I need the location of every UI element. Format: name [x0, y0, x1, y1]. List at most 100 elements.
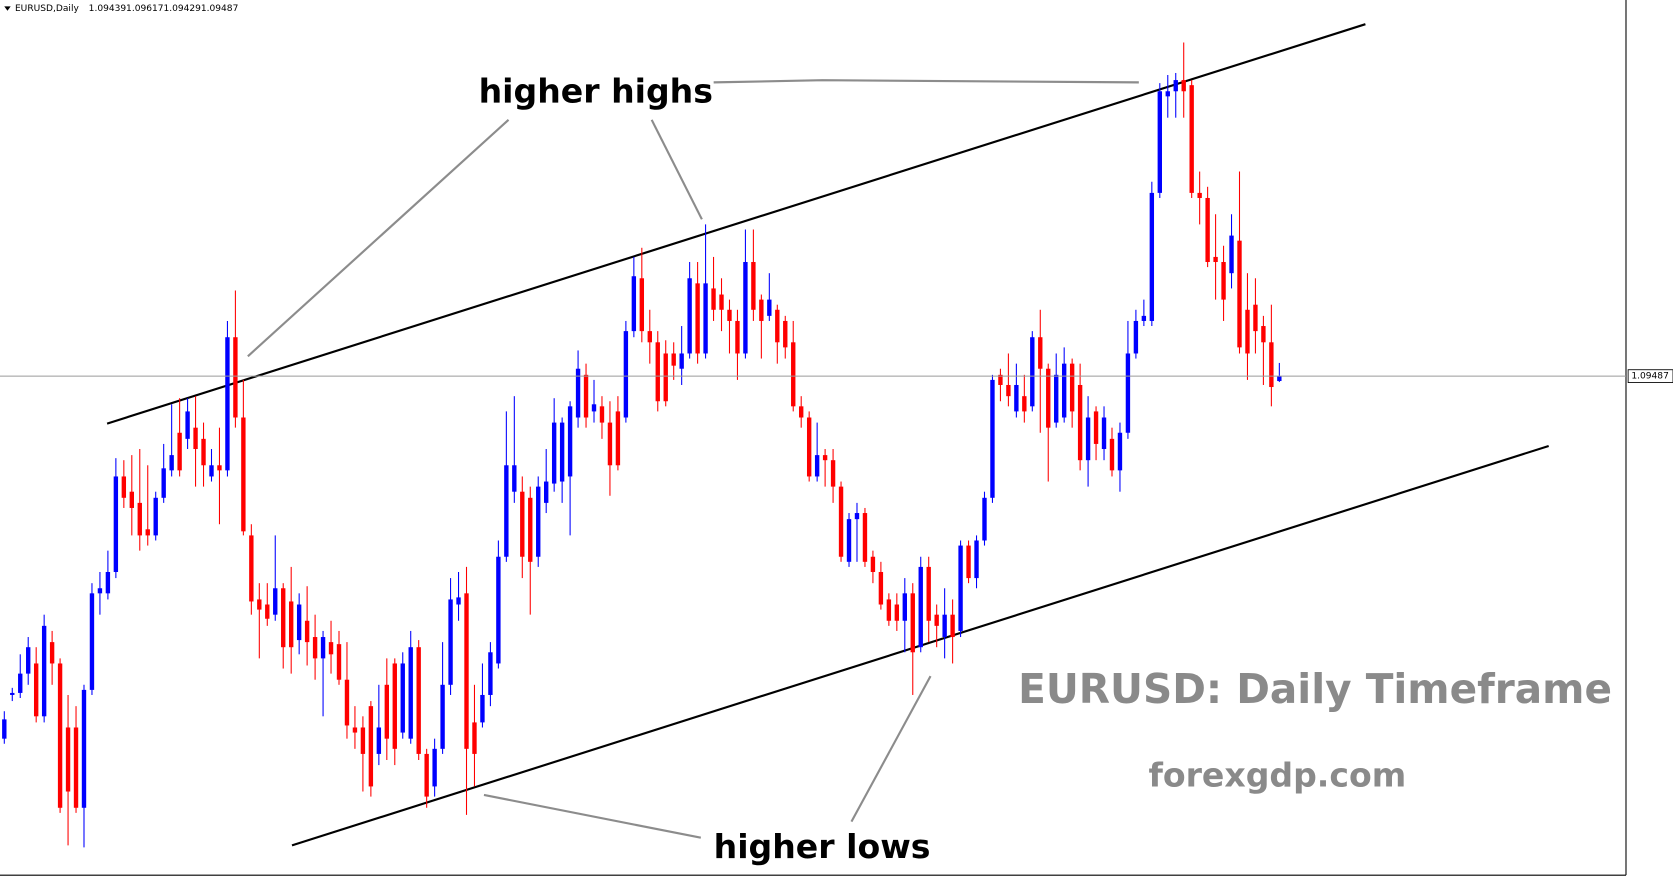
candle-body — [878, 571, 884, 605]
candle-body — [814, 455, 820, 477]
candle-body — [137, 502, 142, 536]
candle-body — [528, 497, 533, 562]
candle-body — [448, 599, 453, 685]
candle-body — [1245, 309, 1250, 354]
candle-body — [1133, 320, 1139, 354]
candle-body — [193, 427, 198, 450]
candle-body — [934, 614, 939, 626]
candle-body — [225, 337, 230, 471]
candle-body — [320, 637, 326, 659]
candle-body — [1030, 337, 1035, 407]
candle-body — [639, 278, 645, 332]
candle-body — [894, 604, 900, 621]
candle-body — [695, 283, 700, 354]
candle-body — [679, 353, 684, 369]
candle-body — [1046, 368, 1051, 428]
candle-body — [1261, 326, 1266, 343]
candle-body — [910, 593, 915, 653]
candle-body — [512, 465, 517, 492]
candle-body — [647, 331, 652, 343]
candle-body — [822, 455, 828, 461]
price-layer: 1.09487 — [0, 369, 1673, 383]
candle-body — [711, 288, 716, 310]
pointer-line — [247, 119, 510, 358]
candle-body — [273, 588, 278, 615]
pointer-line — [483, 793, 702, 839]
candle-body — [169, 455, 174, 471]
candle-body — [567, 406, 573, 477]
candle-body — [1149, 192, 1155, 321]
candle-body — [97, 588, 103, 594]
pointer-line — [850, 675, 932, 823]
candle-body — [1061, 363, 1067, 418]
candle-body — [799, 406, 804, 418]
candle-body — [432, 748, 437, 787]
candle-body — [1189, 85, 1194, 193]
candle-body — [1269, 342, 1274, 388]
candle-body — [1237, 240, 1242, 348]
candle-body — [1221, 262, 1226, 300]
candle-body — [846, 519, 852, 562]
header-low: 1.09429 — [163, 4, 201, 14]
candle-body — [958, 545, 963, 631]
candle-body — [41, 625, 47, 717]
annotation-higher-lows: higher lows — [714, 827, 931, 866]
candle-body — [751, 262, 756, 310]
candle-body — [121, 476, 127, 498]
candle-body — [544, 481, 549, 503]
candle-body — [1077, 384, 1083, 461]
candle-body — [304, 620, 310, 643]
candle-body — [129, 491, 134, 508]
candle-body — [783, 320, 788, 348]
candle-body — [1085, 417, 1091, 461]
candle-body — [974, 540, 979, 579]
candle-body — [360, 727, 366, 754]
header-high: 1.09617 — [126, 4, 164, 14]
candle-body — [623, 331, 629, 418]
candle-body — [1165, 91, 1170, 97]
candle-body — [177, 432, 182, 471]
candle-body — [703, 283, 708, 354]
candle-body — [775, 309, 780, 343]
candle-body — [368, 706, 374, 787]
candle-body — [1229, 235, 1234, 274]
candle-body — [488, 652, 493, 695]
candle-body — [1205, 197, 1210, 263]
candle-body — [902, 593, 907, 621]
candle-body — [217, 465, 222, 471]
candle-body — [376, 727, 382, 754]
candle-body — [472, 722, 477, 754]
candle-body — [249, 535, 254, 602]
candle-body — [113, 476, 119, 572]
candle-body — [1157, 91, 1162, 193]
candle-body — [735, 320, 740, 354]
candle-body — [671, 353, 676, 366]
candle-body — [344, 679, 350, 726]
current-price-box — [1627, 369, 1673, 383]
candle-body — [655, 342, 660, 402]
candles-layer — [2, 42, 1282, 848]
candle-body — [1101, 417, 1107, 450]
candle-body — [265, 604, 270, 619]
header-arrow — [4, 6, 11, 11]
candle-body — [18, 673, 23, 693]
candle-body — [328, 642, 334, 655]
candle-body — [854, 513, 860, 520]
header-close: 1.09487 — [201, 4, 239, 14]
candle-body — [496, 556, 501, 664]
candle-body — [727, 309, 732, 321]
candle-body — [607, 422, 613, 466]
candle-body — [400, 663, 405, 733]
candle-body — [791, 342, 796, 407]
pointer-line — [650, 119, 703, 220]
header: EURUSD,Daily 1.09439 1.09617 1.09429 1.0… — [4, 4, 238, 14]
trend-line — [106, 23, 1366, 425]
candle-body — [942, 614, 947, 638]
candle-body — [631, 276, 637, 332]
candle-body — [392, 663, 397, 749]
candle-body — [966, 545, 971, 579]
candle-body — [161, 468, 166, 498]
candle-body — [1213, 256, 1218, 263]
